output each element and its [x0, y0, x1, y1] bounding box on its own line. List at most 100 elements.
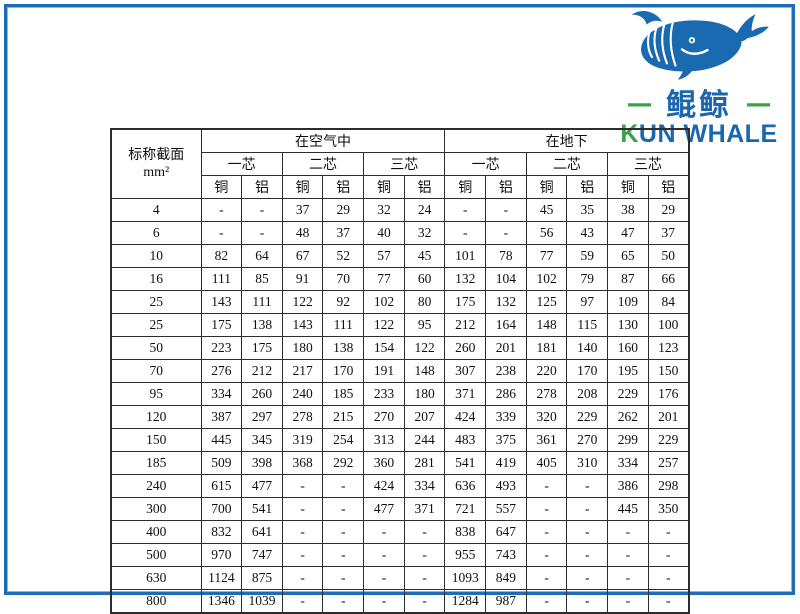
- table-cell: 175: [200, 313, 243, 337]
- row-section-label: 25: [110, 290, 202, 314]
- row-section-label: 25: [110, 313, 202, 337]
- core-header: 三芯: [607, 152, 690, 176]
- table-cell: -: [281, 543, 324, 567]
- table-cell: -: [566, 474, 609, 498]
- table-cell: -: [647, 520, 690, 544]
- table-cell: -: [403, 520, 446, 544]
- table-cell: 122: [281, 290, 324, 314]
- table-cell: -: [200, 198, 243, 222]
- table-header: 标称截面 mm² 在空气中 在地下 一芯 二芯 三芯 一芯 二芯 三芯 铜 铝 …: [110, 128, 690, 199]
- table-cell: 170: [566, 359, 609, 383]
- table-cell: 375: [485, 428, 527, 452]
- table-cell: 229: [607, 382, 649, 406]
- table-cell: 160: [607, 336, 649, 360]
- table-cell: 195: [607, 359, 649, 383]
- table-cell: -: [403, 543, 446, 567]
- table-cell: -: [322, 566, 365, 590]
- table-row: 800 1346 1039- - - -1284 987- - - -: [110, 589, 690, 614]
- table-cell: 143: [200, 290, 243, 314]
- table-cell: 29: [647, 198, 690, 222]
- table-cell: -: [281, 474, 324, 498]
- table-cell: -: [566, 497, 609, 521]
- table-cell: 79: [566, 267, 609, 291]
- table-cell: 875: [241, 566, 283, 590]
- table-cell: 78: [485, 244, 527, 268]
- table-cell: 244: [403, 428, 446, 452]
- table-cell: -: [566, 520, 609, 544]
- table-cell: 180: [281, 336, 324, 360]
- table-cell: 298: [647, 474, 690, 498]
- table-cell: -: [241, 198, 283, 222]
- table-cell: 45: [403, 244, 446, 268]
- row-section-label: 150: [110, 428, 202, 452]
- table-cell: 398: [241, 451, 283, 475]
- material-header: 铝: [485, 175, 527, 199]
- table-cell: 138: [241, 313, 283, 337]
- table-cell: 832: [200, 520, 243, 544]
- table-row: 240 615 477- -424 334 636 493- -386 298: [110, 474, 690, 498]
- table-cell: 122: [403, 336, 446, 360]
- table-cell: 493: [485, 474, 527, 498]
- table-cell: -: [281, 520, 324, 544]
- table-cell: -: [241, 221, 283, 245]
- row-section-label: 50: [110, 336, 202, 360]
- table-cell: 1093: [444, 566, 487, 590]
- table-cell: 91: [281, 267, 324, 291]
- table-cell: -: [525, 566, 568, 590]
- table-cell: 115: [566, 313, 609, 337]
- table-cell: 130: [607, 313, 649, 337]
- table-cell: -: [525, 589, 568, 614]
- material-header: 铜: [607, 175, 649, 199]
- table-cell: 104: [485, 267, 527, 291]
- table-cell: 320: [525, 405, 568, 429]
- row-section-label: 240: [110, 474, 202, 498]
- table-row: 300 700 541- -477 371 721 557- -445 350: [110, 497, 690, 521]
- table-cell: 154: [363, 336, 405, 360]
- table-cell: -: [647, 543, 690, 567]
- table-cell: 361: [525, 428, 568, 452]
- table-cell: -: [607, 566, 649, 590]
- material-header: 铝: [403, 175, 446, 199]
- table-cell: 37: [647, 221, 690, 245]
- whale-icon: [631, 11, 769, 80]
- table-cell: 125: [525, 290, 568, 314]
- table-cell: 45: [525, 198, 568, 222]
- table-cell: 52: [322, 244, 365, 268]
- table-cell: 220: [525, 359, 568, 383]
- table-cell: 138: [322, 336, 365, 360]
- table-cell: -: [525, 497, 568, 521]
- table-cell: 43: [566, 221, 609, 245]
- table-cell: 368: [281, 451, 324, 475]
- table-row: 185 509 398 368 292 360 281 541 419 405 310 334 257: [110, 451, 690, 475]
- header-row-cores: 一芯 二芯 三芯 一芯 二芯 三芯: [111, 152, 690, 176]
- table-cell: 743: [485, 543, 527, 567]
- table-cell: 40: [363, 221, 405, 245]
- table-cell: 132: [444, 267, 487, 291]
- ampacity-table: 标称截面 mm² 在空气中 在地下 一芯 二芯 三芯 一芯 二芯 三芯 铜 铝 …: [110, 128, 690, 614]
- table-cell: 223: [200, 336, 243, 360]
- table-cell: -: [485, 198, 527, 222]
- table-cell: 87: [607, 267, 649, 291]
- table-cell: -: [647, 566, 690, 590]
- table-cell: 24: [403, 198, 446, 222]
- table-cell: 50: [647, 244, 690, 268]
- table-cell: 278: [281, 405, 324, 429]
- table-cell: 313: [363, 428, 405, 452]
- table-cell: 987: [485, 589, 527, 614]
- table-cell: 371: [403, 497, 446, 521]
- table-cell: -: [322, 543, 365, 567]
- table-cell: 48: [281, 221, 324, 245]
- table-cell: 170: [322, 359, 365, 383]
- table-cell: -: [363, 589, 405, 614]
- table-cell: 240: [281, 382, 324, 406]
- core-header: 二芯: [525, 152, 609, 176]
- table-cell: 445: [200, 428, 243, 452]
- table-cell: 310: [566, 451, 609, 475]
- table-cell: 92: [322, 290, 365, 314]
- header-row-groups: 标称截面 mm² 在空气中 在地下: [110, 128, 690, 199]
- table-cell: 175: [444, 290, 487, 314]
- table-cell: -: [281, 589, 324, 614]
- table-cell: 387: [200, 405, 243, 429]
- material-header: 铝: [322, 175, 365, 199]
- table-cell: 148: [525, 313, 568, 337]
